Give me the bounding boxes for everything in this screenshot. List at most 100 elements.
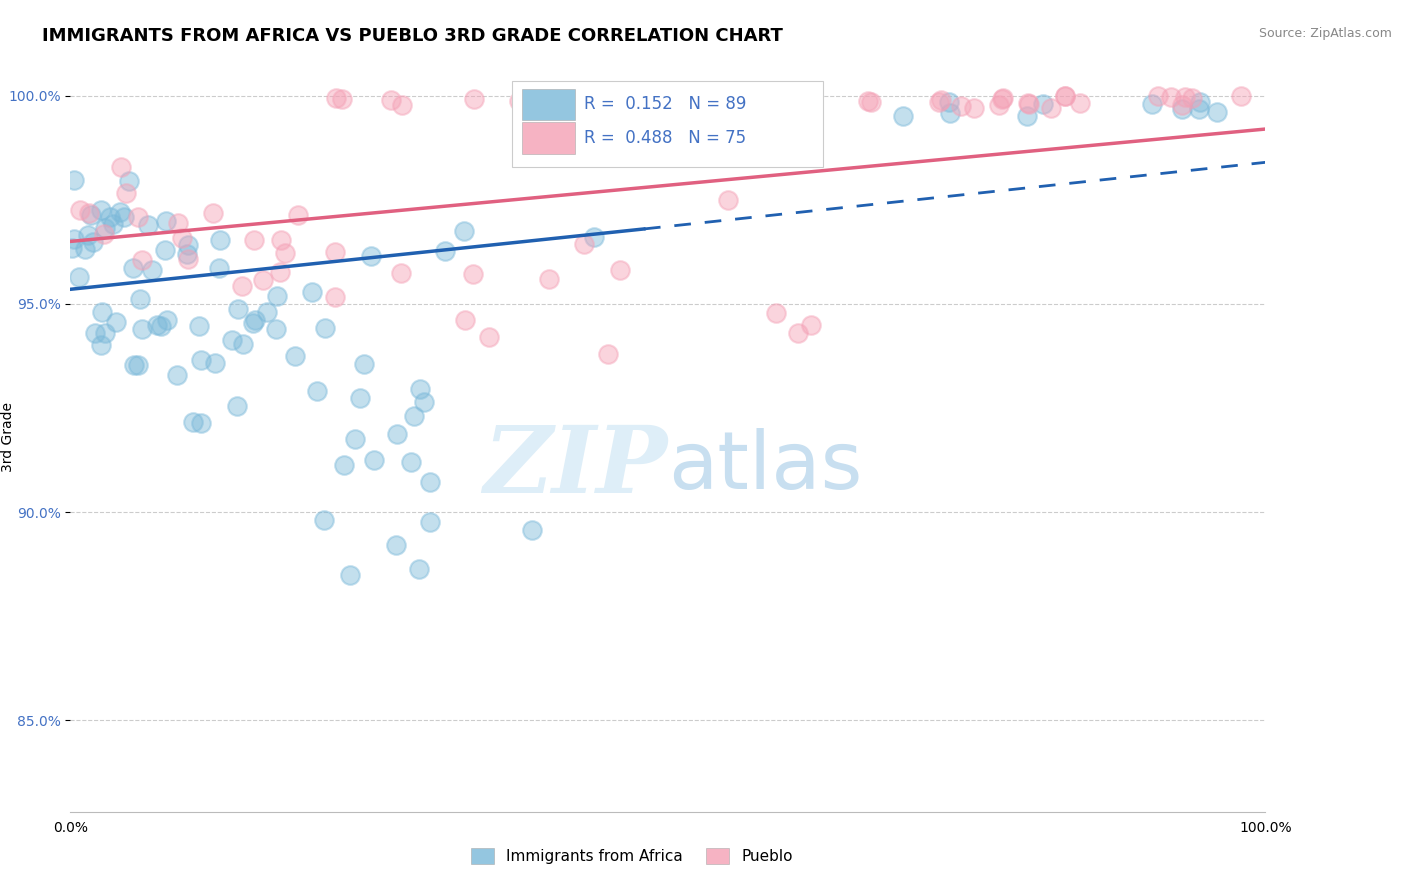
Point: [201, 206, 224, 220]
Point: [63, 172, 86, 186]
Point: [208, 233, 231, 247]
Point: [339, 568, 361, 582]
Point: [669, 98, 692, 112]
Point: [231, 279, 253, 293]
Point: [245, 313, 267, 327]
Point: [77, 206, 100, 220]
Point: [401, 454, 423, 468]
Point: [127, 210, 149, 224]
Point: [695, 96, 717, 111]
Point: [170, 231, 193, 245]
Point: [1039, 101, 1062, 115]
Point: [598, 347, 620, 361]
Point: [1018, 96, 1040, 111]
Point: [796, 99, 818, 113]
Point: [112, 210, 135, 224]
Point: [166, 368, 188, 383]
Point: [256, 305, 278, 319]
Point: [413, 395, 436, 409]
Point: [433, 244, 456, 259]
Point: [522, 97, 544, 112]
Point: [80, 208, 103, 222]
Point: [1140, 96, 1163, 111]
Point: [583, 229, 606, 244]
Text: IMMIGRANTS FROM AFRICA VS PUEBLO 3RD GRADE CORRELATION CHART: IMMIGRANTS FROM AFRICA VS PUEBLO 3RD GRA…: [42, 27, 783, 45]
Point: [136, 219, 159, 233]
Point: [67, 270, 90, 285]
Point: [90, 337, 112, 351]
Point: [307, 384, 329, 398]
Point: [270, 233, 292, 247]
Point: [453, 224, 475, 238]
Point: [929, 93, 952, 107]
Text: ZIP: ZIP: [484, 422, 668, 512]
Point: [384, 538, 406, 552]
Point: [166, 217, 188, 231]
Point: [733, 98, 755, 112]
FancyBboxPatch shape: [513, 81, 824, 168]
Point: [859, 95, 882, 109]
Point: [1188, 102, 1211, 116]
Point: [363, 453, 385, 467]
Point: [323, 245, 346, 260]
Point: [155, 214, 177, 228]
Point: [1017, 109, 1039, 123]
Point: [188, 318, 211, 333]
Point: [110, 161, 132, 175]
Point: [1069, 96, 1091, 111]
Point: [127, 359, 149, 373]
Point: [104, 315, 127, 329]
Point: [609, 263, 631, 277]
Point: [1188, 95, 1211, 109]
Point: [1053, 89, 1076, 103]
Y-axis label: 3rd Grade: 3rd Grade: [1, 402, 14, 472]
Point: [266, 289, 288, 303]
Point: [963, 101, 986, 115]
Point: [360, 249, 382, 263]
Point: [82, 235, 104, 250]
Point: [208, 261, 231, 276]
Point: [122, 358, 145, 372]
Point: [73, 242, 96, 256]
Point: [991, 92, 1014, 106]
Point: [752, 93, 775, 107]
Point: [330, 92, 353, 106]
Point: [893, 109, 915, 123]
Point: [1032, 97, 1054, 112]
Point: [332, 458, 354, 472]
Point: [1017, 95, 1039, 110]
Point: [380, 93, 402, 107]
Point: [478, 330, 501, 344]
Point: [226, 399, 249, 413]
Point: [508, 94, 530, 108]
Point: [991, 91, 1014, 105]
Point: [190, 417, 212, 431]
Point: [773, 94, 796, 108]
Point: [264, 321, 287, 335]
Point: [63, 231, 86, 245]
Point: [98, 210, 121, 224]
Point: [312, 513, 335, 527]
Point: [243, 233, 266, 247]
Point: [76, 227, 98, 242]
Point: [409, 382, 432, 396]
Point: [287, 208, 309, 222]
Point: [343, 433, 366, 447]
Point: [1160, 90, 1182, 104]
Point: [60, 241, 83, 255]
Point: [391, 98, 413, 112]
Point: [176, 246, 198, 260]
Point: [155, 244, 177, 258]
Point: [252, 273, 274, 287]
Point: [323, 290, 346, 304]
Point: [131, 322, 153, 336]
Point: [314, 320, 336, 334]
Point: [572, 236, 595, 251]
Point: [692, 115, 714, 129]
Point: [389, 266, 412, 280]
Point: [121, 260, 143, 275]
Point: [717, 193, 740, 207]
Point: [93, 227, 115, 241]
Point: [69, 203, 91, 218]
Point: [1205, 105, 1227, 120]
